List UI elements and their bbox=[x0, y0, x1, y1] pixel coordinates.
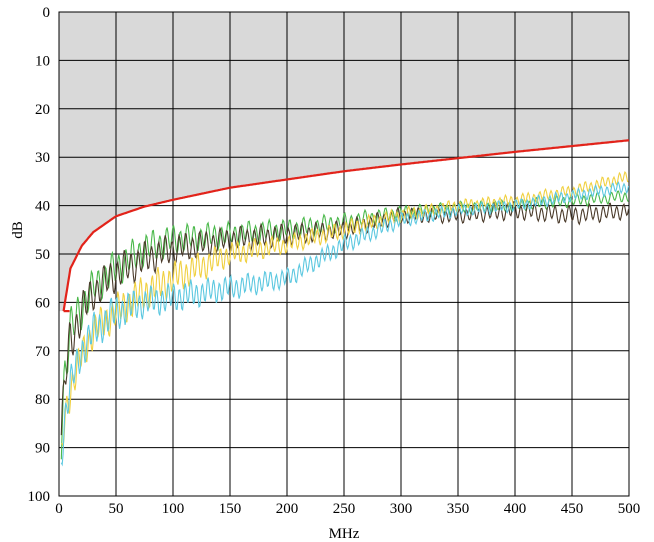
x-tick-label: 50 bbox=[109, 501, 124, 517]
y-tick-label: 80 bbox=[35, 392, 50, 408]
x-tick-label: 500 bbox=[618, 501, 641, 517]
series-line-4 bbox=[60, 181, 630, 467]
grid-layer bbox=[58, 11, 630, 497]
y-tick-label: 60 bbox=[35, 295, 50, 311]
y-axis-label: dB bbox=[10, 221, 26, 239]
y-tick-label: 30 bbox=[35, 150, 50, 166]
y-tick-label: 10 bbox=[35, 53, 50, 69]
y-tick-label: 100 bbox=[28, 489, 51, 505]
x-tick-label: 400 bbox=[504, 501, 527, 517]
x-tick-label: 300 bbox=[390, 501, 413, 517]
y-tick-label: 40 bbox=[35, 199, 50, 215]
series-line-3 bbox=[61, 171, 629, 447]
y-tick-label: 70 bbox=[35, 344, 50, 360]
y-tick-label: 50 bbox=[35, 247, 50, 263]
x-tick-label: 450 bbox=[561, 501, 584, 517]
series-layer bbox=[60, 139, 630, 467]
y-tick-label: 20 bbox=[35, 102, 50, 118]
x-tick-label: 150 bbox=[219, 501, 242, 517]
x-axis-label: MHz bbox=[329, 526, 360, 542]
x-tick-label: 250 bbox=[333, 501, 356, 517]
y-tick-label: 0 bbox=[43, 5, 51, 21]
plot-frame bbox=[58, 11, 630, 497]
limit-line bbox=[62, 139, 630, 312]
tick-label-layer: 0 50 100 150 200 250 300 350 400 450 500 0 10 20 30 40 5… bbox=[28, 5, 641, 517]
y-tick-label: 90 bbox=[35, 441, 50, 457]
x-tick-label: 200 bbox=[276, 501, 299, 517]
x-tick-label: 350 bbox=[447, 501, 470, 517]
x-tick-label: 0 bbox=[55, 501, 63, 517]
x-tick-label: 100 bbox=[162, 501, 185, 517]
